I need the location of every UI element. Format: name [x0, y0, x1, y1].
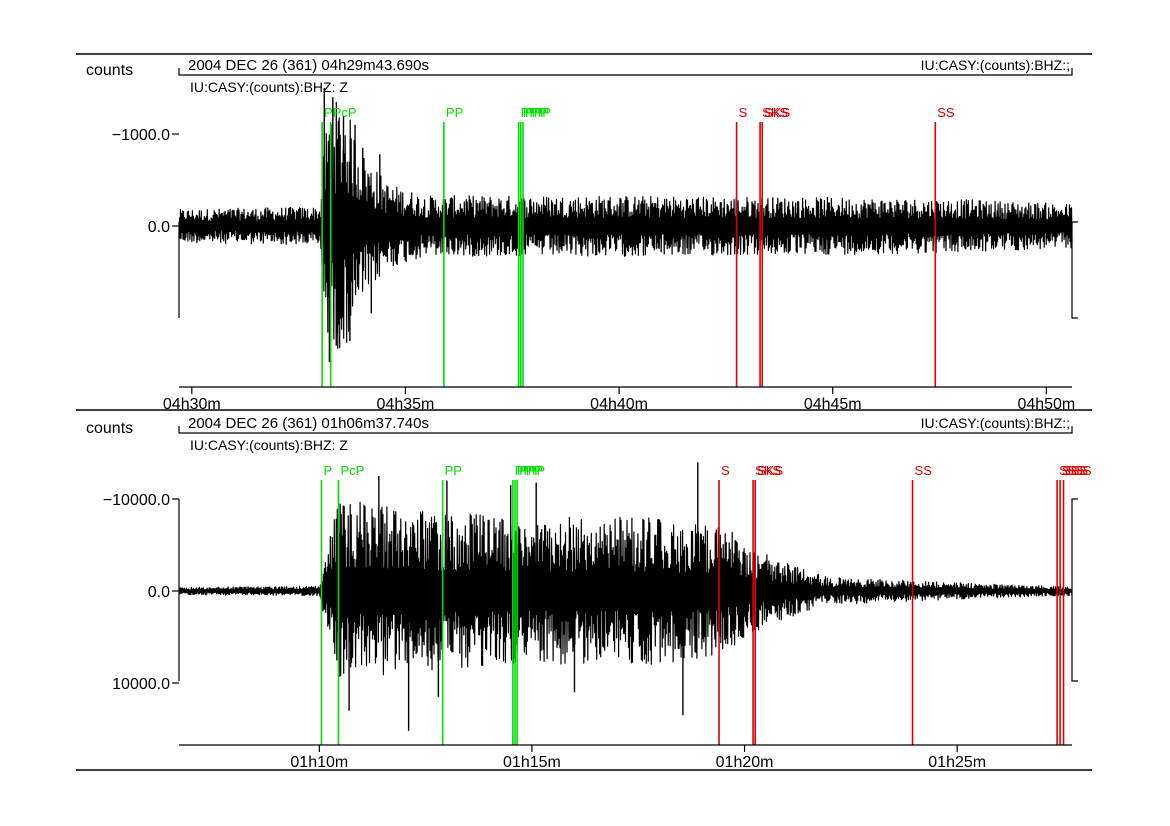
y-tick-label: −1000.0 [112, 127, 170, 144]
x-tick-label: 01h20m [716, 754, 774, 771]
panel-1-header-date: 2004 DEC 26 (361) 04h29m43.690s [188, 57, 429, 74]
phase-label-ppp: PPP [521, 105, 547, 120]
x-tick-label: 04h45m [804, 396, 862, 413]
phase-label-ss: SS [915, 463, 933, 478]
phase-label-s: S [739, 105, 748, 120]
panel-2-unit-label: counts [86, 420, 133, 437]
phase-label-sks: SKS [764, 105, 790, 120]
phase-label-sks: SKS [757, 463, 783, 478]
panel-2-right-scale-bracket [1071, 498, 1078, 682]
panel-1-waveform [178, 88, 1073, 363]
y-tick-label: 0.0 [148, 219, 170, 236]
panel-2: counts 2004 DEC 26 (361) 01h06m37.740s I… [86, 415, 1092, 771]
phase-label-ppp: PPP [519, 463, 545, 478]
x-tick-label: 04h40m [590, 396, 648, 413]
panel-1-channel-label: IU:CASY:(counts):BHZ: Z [190, 79, 348, 95]
panel-1-unit-label: counts [86, 62, 133, 79]
phase-label-pcp: PcP [333, 105, 357, 120]
x-tick-label: 04h30m [163, 396, 221, 413]
panel-2-x-ticks: 01h10m 01h15m 01h20m 01h25m [290, 745, 986, 771]
x-tick-label: 04h35m [377, 396, 435, 413]
panel-1: counts 2004 DEC 26 (361) 04h29m43.690s I… [86, 57, 1078, 413]
phase-label-pp: PP [446, 105, 463, 120]
phase-label-pcp: PcP [340, 463, 364, 478]
phase-label-p: P [323, 463, 332, 478]
waveform-trace [178, 101, 1073, 349]
phase-label-pp: PP [445, 463, 462, 478]
x-tick-label: 01h25m [928, 754, 986, 771]
y-tick-label: 10000.0 [112, 676, 170, 693]
phase-label-sks: SKS [762, 105, 788, 120]
phase-label-sss: SSS [1065, 463, 1091, 478]
phase-label-ppp: PPP [515, 463, 541, 478]
phase-label-ppp: PPP [517, 463, 543, 478]
phase-label-sss: SSS [1062, 463, 1088, 478]
phase-label-sks: SKS [755, 463, 781, 478]
panel-2-header-bracket [178, 426, 1073, 434]
phase-label-p: P [324, 105, 333, 120]
panel-1-header-bracket [178, 68, 1073, 76]
x-tick-label: 01h15m [503, 754, 561, 771]
phase-label-ppp: PPP [525, 105, 551, 120]
panel-2-y-ticks: 10000.0 0.0 −10000.0 [103, 492, 179, 693]
phase-label-ss: SS [937, 105, 955, 120]
phase-label-sss: SSS [1059, 463, 1085, 478]
panel-1-right-scale-bracket [1071, 221, 1078, 319]
phase-label-ppp: PPP [523, 105, 549, 120]
x-tick-label: 04h50m [1017, 396, 1075, 413]
waveform-trace [178, 501, 1073, 677]
panel-1-y-ticks: 0.0 −1000.0 [112, 127, 179, 236]
panel-2-header-date: 2004 DEC 26 (361) 01h06m37.740s [188, 415, 429, 432]
panel-2-waveform [178, 462, 1073, 731]
phase-label-s: S [721, 463, 730, 478]
y-tick-label: −10000.0 [103, 492, 170, 509]
panel-1-x-ticks: 04h30m 04h35m 04h40m 04h45m 04h50m [163, 387, 1075, 413]
panel-1-header-station: IU:CASY:(counts):BHZ:; [921, 57, 1070, 73]
y-tick-label: 0.0 [148, 584, 170, 601]
panel-2-channel-label: IU:CASY:(counts):BHZ: Z [190, 437, 348, 453]
panel-2-header-station: IU:CASY:(counts):BHZ:; [921, 415, 1070, 431]
x-tick-label: 01h10m [290, 754, 348, 771]
